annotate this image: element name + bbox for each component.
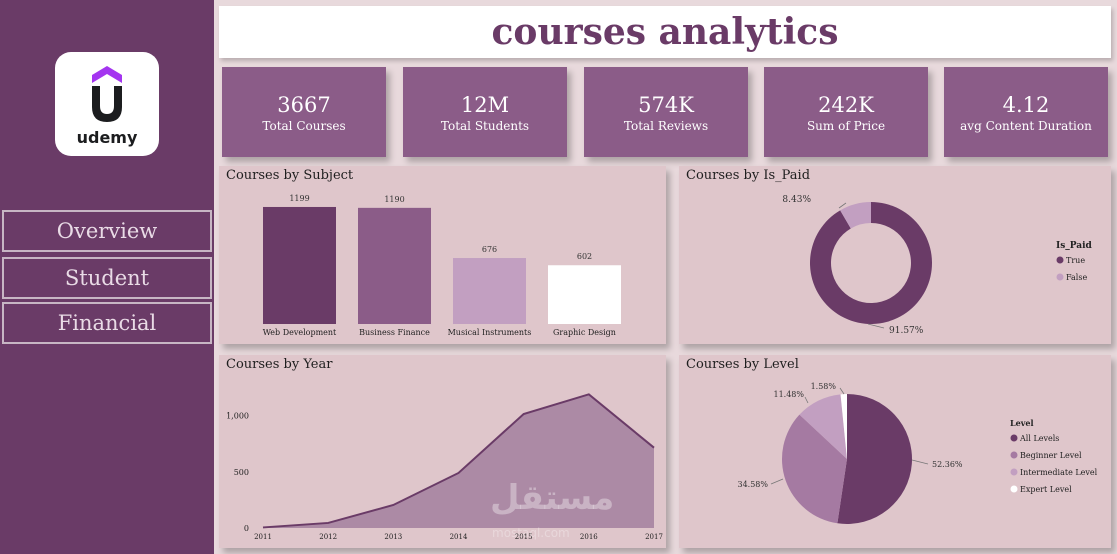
- pie-leader-line-0: [911, 459, 929, 465]
- kpi-total-students: 12M Total Students: [403, 67, 567, 157]
- paid-legend-label-0: True: [1066, 256, 1085, 265]
- subject-chart-title: Courses by Subject: [226, 168, 354, 183]
- donut-slice-0: [810, 202, 932, 324]
- paid-chart-title: Courses by Is_Paid: [686, 168, 811, 183]
- year-area-chart: 0 500 1,000 2011 2012 2013 2014 2015 2016 2017: [226, 393, 663, 541]
- sidebar: udemy Overview Student Financial: [0, 0, 214, 554]
- kpi-label: Sum of Price: [806, 119, 886, 133]
- udemy-logo-icon: [92, 66, 122, 122]
- year-x-tick-0: 2011: [254, 533, 272, 541]
- donut-leader-line-0: [867, 323, 885, 329]
- kpi-value: 3667: [277, 93, 331, 117]
- udemy-logo: udemy: [55, 52, 159, 156]
- year-area-fill: [263, 394, 654, 528]
- year-chart-panel: 0 500 1,000 2011 2012 2013 2014 2015 2016 2017 Co…: [219, 355, 666, 548]
- year-y-tick-1: 500: [234, 468, 249, 477]
- bar-value-label-1: 1190: [384, 195, 404, 204]
- level-legend-label-1: Beginner Level: [1020, 451, 1082, 460]
- level-legend-marker-0: [1010, 434, 1018, 442]
- pie-leader-line-1: [770, 478, 784, 485]
- kpi-label: Total Courses: [262, 119, 346, 133]
- bar-0: [263, 206, 336, 324]
- paid-donut-chart: 91.57% 8.43% Is_Paid True False: [782, 195, 1093, 336]
- donut-value-label-1: 8.43%: [782, 195, 811, 205]
- subject-bar-chart: 1199 Web Development 1190 Business Finance 6…: [263, 194, 621, 337]
- pie-slice-1: [782, 414, 847, 524]
- bar-3: [548, 265, 621, 324]
- nav-financial-button[interactable]: Financial: [2, 302, 212, 344]
- pie-slice-0: [837, 394, 912, 524]
- kpi-value: 12M: [460, 93, 510, 117]
- donut-leader-line-1: [838, 202, 847, 209]
- bar-2: [453, 258, 526, 324]
- bar-1: [358, 207, 431, 324]
- level-legend-label-2: Intermediate Level: [1020, 468, 1098, 477]
- bar-category-label-1: Business Finance: [359, 328, 430, 337]
- kpi-label: avg Content Duration: [960, 119, 1092, 133]
- paid-legend-marker-1: [1056, 273, 1064, 281]
- subject-chart-panel: 1199 Web Development 1190 Business Finance 6…: [219, 166, 666, 344]
- watermark-text: مستقل: [490, 478, 615, 518]
- kpi-total-reviews: 574K Total Reviews: [584, 67, 748, 157]
- year-y-tick-0: 0: [244, 524, 249, 533]
- year-chart-title: Courses by Year: [226, 357, 333, 372]
- bar-value-label-2: 676: [482, 245, 497, 254]
- kpi-value: 574K: [638, 93, 694, 117]
- kpi-avg-content-duration: 4.12 avg Content Duration: [944, 67, 1108, 157]
- bar-category-label-3: Graphic Design: [553, 328, 616, 337]
- level-legend-marker-2: [1010, 468, 1018, 476]
- year-x-tick-1: 2012: [319, 533, 337, 541]
- pie-leader-line-3: [839, 387, 845, 395]
- year-x-tick-3: 2014: [450, 533, 468, 541]
- paid-legend-title: Is_Paid: [1056, 241, 1093, 251]
- kpi-sum-of-price: 242K Sum of Price: [764, 67, 928, 157]
- paid-chart-panel: 91.57% 8.43% Is_Paid True False Courses by I…: [679, 166, 1111, 344]
- pie-slice-3: [840, 394, 847, 459]
- pie-leader-line-2: [804, 396, 809, 404]
- nav-overview-button[interactable]: Overview: [2, 210, 212, 252]
- kpi-value: 242K: [818, 93, 874, 117]
- level-legend-label-3: Expert Level: [1020, 485, 1072, 494]
- level-chart-title: Courses by Level: [686, 357, 799, 372]
- year-x-tick-2: 2013: [384, 533, 402, 541]
- level-legend-label-0: All Levels: [1019, 434, 1059, 443]
- donut-value-label-0: 91.57%: [889, 326, 924, 336]
- level-pie-chart: 52.36% 34.58% 11.48% 1.58% Level All Levels Be…: [737, 382, 1098, 524]
- paid-legend-marker-0: [1056, 256, 1064, 264]
- kpi-value: 4.12: [1002, 93, 1050, 117]
- pie-slice-2: [799, 394, 847, 459]
- kpi-label: Total Students: [440, 119, 530, 133]
- watermark-subtext: mostaql.com: [492, 526, 570, 540]
- kpi-label: Total Reviews: [623, 119, 709, 133]
- level-chart-panel: 52.36% 34.58% 11.48% 1.58% Level All Levels Be…: [679, 355, 1111, 548]
- bar-value-label-3: 602: [577, 252, 592, 261]
- year-line: [262, 393, 655, 529]
- bar-category-label-0: Web Development: [263, 328, 337, 337]
- donut-slice-1: [840, 202, 871, 229]
- year-x-tick-6: 2017: [645, 533, 663, 541]
- year-y-tick-2: 1,000: [226, 412, 249, 421]
- bar-value-label-0: 1199: [289, 194, 309, 203]
- pie-value-label-2: 11.48%: [773, 390, 804, 399]
- level-legend-title: Level: [1010, 418, 1034, 428]
- level-legend-marker-1: [1010, 451, 1018, 459]
- pie-value-label-0: 52.36%: [932, 460, 963, 469]
- year-x-tick-4: 2015: [515, 533, 533, 541]
- logo-text: udemy: [76, 128, 138, 147]
- page-title: courses analytics: [219, 6, 1111, 58]
- kpi-total-courses: 3667 Total Courses: [222, 67, 386, 157]
- level-legend-marker-3: [1010, 485, 1018, 493]
- bar-category-label-2: Musical Instruments: [448, 328, 532, 337]
- year-x-tick-5: 2016: [580, 533, 598, 541]
- paid-legend-label-1: False: [1066, 273, 1087, 282]
- nav-student-button[interactable]: Student: [2, 257, 212, 299]
- pie-value-label-3: 1.58%: [811, 382, 837, 391]
- pie-value-label-1: 34.58%: [737, 480, 768, 489]
